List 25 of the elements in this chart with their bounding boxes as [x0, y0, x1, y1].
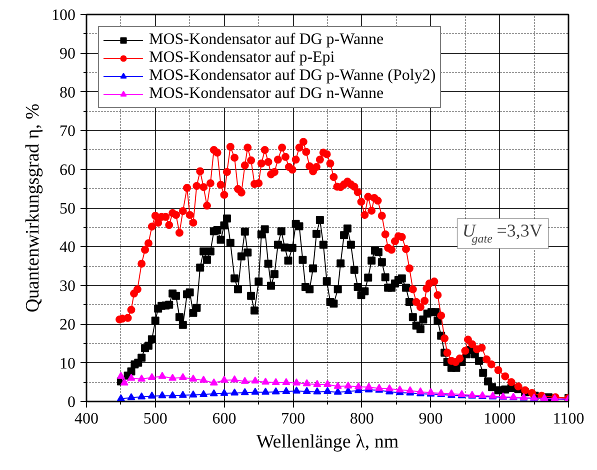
legend-label: MOS-Kondensator auf DG n-Wanne [149, 85, 384, 103]
legend-label: MOS-Kondensator auf p-Epi [149, 49, 335, 67]
y-tick-label: 20 [60, 316, 76, 334]
y-tick-label: 40 [60, 239, 76, 256]
y-tick-label: 0 [68, 394, 76, 411]
y-tick-label: 80 [60, 84, 76, 102]
y-tick-label: 90 [60, 46, 76, 63]
y-tick-label: 100 [52, 7, 76, 24]
x-tick-label: 1100 [552, 410, 584, 428]
x-tick-label: 1000 [484, 410, 516, 428]
y-tick-label: 70 [60, 123, 76, 140]
legend-label: MOS-Kondensator auf DG p-Wanne (Poly2) [149, 67, 436, 85]
y-tick-label: 30 [60, 278, 76, 295]
x-tick-label: 700 [281, 410, 306, 428]
x-tick-label: 600 [212, 410, 236, 428]
x-tick-label: 500 [143, 410, 168, 428]
y-tick-label: 50 [60, 200, 76, 218]
x-axis-title: Wellenlänge λ, nm [256, 432, 399, 452]
legend-label: MOS-Kondensator auf DG p-Wanne [149, 31, 384, 49]
y-axis-title: Quantenwirkungsgrad η, % [22, 103, 44, 312]
x-tick-label: 900 [418, 410, 443, 428]
x-tick-label: 400 [74, 410, 98, 428]
y-tick-label: 60 [60, 162, 76, 179]
x-tick-label: 800 [350, 410, 374, 428]
y-tick-label: 10 [60, 355, 76, 372]
